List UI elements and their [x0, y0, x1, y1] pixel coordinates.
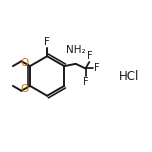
Text: F: F [94, 63, 99, 73]
Text: NH₂: NH₂ [66, 45, 85, 55]
Text: O: O [21, 58, 29, 68]
Text: F: F [87, 51, 92, 61]
Text: F: F [83, 77, 88, 87]
Text: F: F [44, 37, 50, 47]
Text: O: O [21, 84, 29, 94]
Text: HCl: HCl [119, 69, 139, 83]
